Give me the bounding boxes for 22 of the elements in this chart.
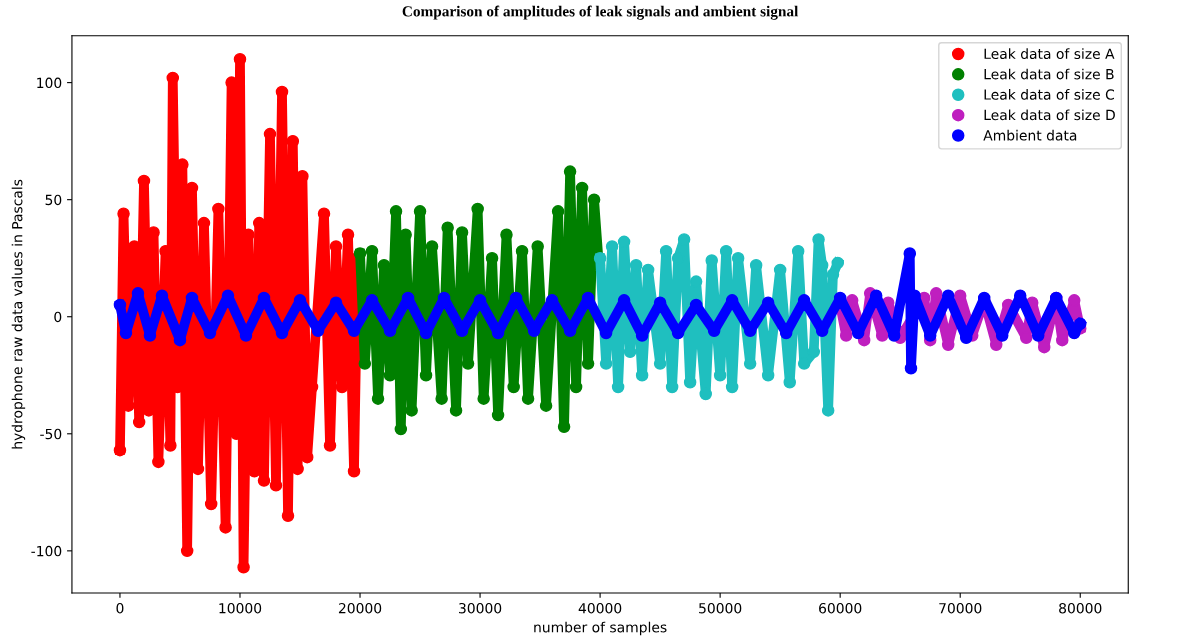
y-tick-label: 0 <box>54 311 62 323</box>
x-tick-label: 50000 <box>699 602 742 614</box>
y-tick-label: 100 <box>37 77 62 89</box>
legend-label: Leak data of size B <box>984 68 1114 80</box>
x-axis-title: number of samples <box>534 621 667 636</box>
chart-title: Comparison of amplitudes of leak signals and ambient signal <box>402 5 799 20</box>
legend-label: Leak data of size D <box>984 109 1115 121</box>
x-tick-label: 0 <box>116 602 124 614</box>
x-tick-label: 10000 <box>219 602 262 614</box>
legend-label: Ambient data <box>983 129 1077 141</box>
legend-label: Leak data of size A <box>984 48 1115 60</box>
x-tick-label: 30000 <box>459 602 502 614</box>
x-tick-label: 70000 <box>939 602 982 614</box>
x-tick-label: 20000 <box>338 602 382 614</box>
x-tick-label: 60000 <box>819 602 862 614</box>
y-tick-label: -50 <box>40 428 62 440</box>
y-tick-label: -100 <box>31 545 62 557</box>
x-tick-label: 80000 <box>1059 602 1102 614</box>
y-axis-title: hydrophone raw data values in Pascals <box>11 179 26 449</box>
legend-label: Leak data of size C <box>984 89 1115 100</box>
y-tick-label: 50 <box>45 194 62 206</box>
x-tick-label: 40000 <box>578 602 622 614</box>
